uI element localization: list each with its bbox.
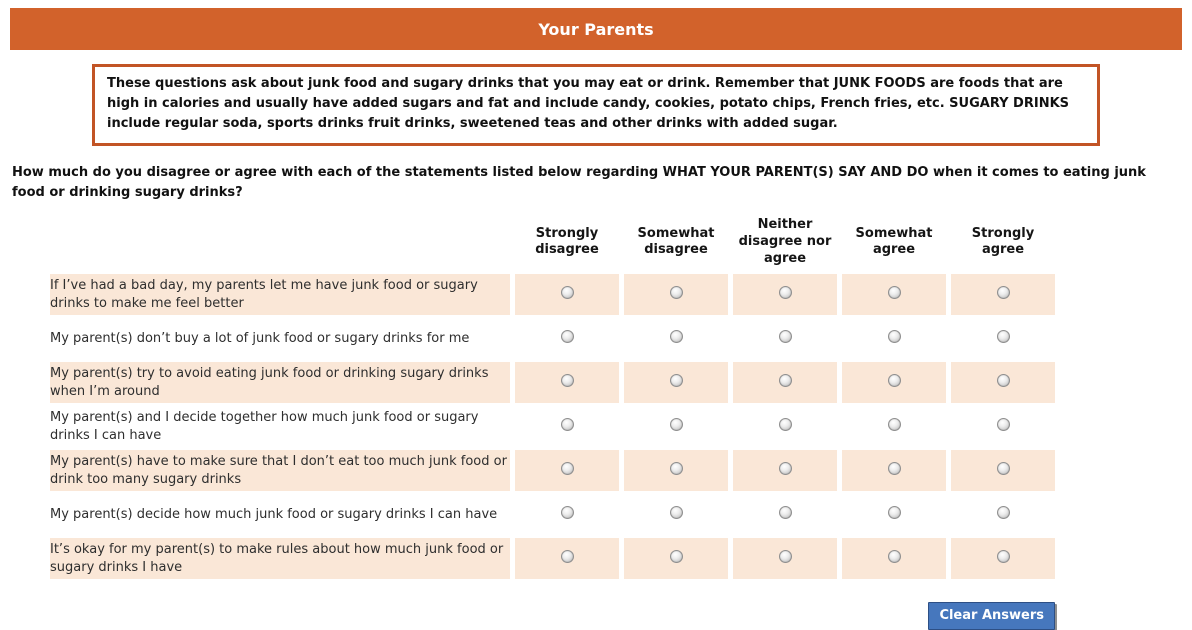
radio-row1-somewhat-disagree[interactable] <box>669 286 683 300</box>
radio-cell <box>733 406 837 447</box>
radio-cell <box>624 362 728 404</box>
radio-row7-strongly-agree[interactable] <box>996 550 1010 564</box>
radio-cell <box>951 274 1055 316</box>
radio-row5-somewhat-disagree[interactable] <box>669 462 683 476</box>
radio-row7-somewhat-disagree[interactable] <box>669 550 683 564</box>
radio-cell <box>842 538 946 580</box>
radio-cell <box>624 450 728 492</box>
radio-row6-neither-disagree-nor-agree[interactable] <box>778 506 792 520</box>
table-row: My parent(s) try to avoid eating junk fo… <box>50 362 1055 404</box>
radio-cell <box>515 318 619 359</box>
radio-row7-somewhat-agree[interactable] <box>887 550 901 564</box>
radio-cell <box>842 450 946 492</box>
radio-cell <box>733 538 837 580</box>
radio-row3-somewhat-agree[interactable] <box>887 374 901 388</box>
statement-column-header <box>50 213 510 271</box>
radio-cell <box>515 538 619 580</box>
table-row: My parent(s) have to make sure that I do… <box>50 450 1055 492</box>
column-header-neither-disagree-nor-agree: Neither disagree nor agree <box>738 217 832 266</box>
radio-row1-strongly-disagree[interactable] <box>560 286 574 300</box>
likert-table: Strongly disagree Somewhat disagree Neithe… <box>45 210 1060 582</box>
radio-row2-strongly-disagree[interactable] <box>560 330 574 344</box>
column-header-somewhat-disagree: Somewhat disagree <box>637 225 715 258</box>
clear-answers-button[interactable]: Clear Answers <box>928 602 1055 630</box>
radio-cell <box>733 318 837 359</box>
radio-row4-strongly-agree[interactable] <box>996 418 1010 432</box>
radio-row3-neither-disagree-nor-agree[interactable] <box>778 374 792 388</box>
radio-row2-somewhat-disagree[interactable] <box>669 330 683 344</box>
statement-text: My parent(s) have to make sure that I do… <box>50 450 510 492</box>
radio-row5-strongly-agree[interactable] <box>996 462 1010 476</box>
radio-cell <box>515 274 619 316</box>
statement-text: It’s okay for my parent(s) to make rules… <box>50 538 510 580</box>
radio-row4-somewhat-agree[interactable] <box>887 418 901 432</box>
radio-row5-somewhat-agree[interactable] <box>887 462 901 476</box>
radio-row6-somewhat-agree[interactable] <box>887 506 901 520</box>
radio-row6-somewhat-disagree[interactable] <box>669 506 683 520</box>
radio-row4-neither-disagree-nor-agree[interactable] <box>778 418 792 432</box>
radio-row6-strongly-agree[interactable] <box>996 506 1010 520</box>
radio-cell <box>951 450 1055 492</box>
likert-header-row: Strongly disagree Somewhat disagree Neithe… <box>50 213 1055 271</box>
radio-cell <box>624 274 728 316</box>
radio-cell <box>733 362 837 404</box>
instructions-box: These questions ask about junk food and … <box>92 64 1100 147</box>
radio-cell <box>515 406 619 447</box>
page-title: Your Parents <box>538 19 654 39</box>
radio-cell <box>624 406 728 447</box>
radio-cell <box>951 494 1055 535</box>
column-header-somewhat-agree: Somewhat agree <box>855 225 933 258</box>
radio-row7-strongly-disagree[interactable] <box>560 550 574 564</box>
statement-text: My parent(s) and I decide together how m… <box>50 409 479 443</box>
radio-cell <box>842 362 946 404</box>
radio-cell <box>515 494 619 535</box>
radio-row3-somewhat-disagree[interactable] <box>669 374 683 388</box>
radio-row5-strongly-disagree[interactable] <box>560 462 574 476</box>
radio-cell <box>515 450 619 492</box>
radio-cell <box>733 274 837 316</box>
column-header-strongly-disagree: Strongly disagree <box>535 225 599 258</box>
radio-cell <box>842 494 946 535</box>
radio-cell <box>624 538 728 580</box>
radio-cell <box>733 450 837 492</box>
radio-cell <box>624 318 728 359</box>
radio-row1-neither-disagree-nor-agree[interactable] <box>778 286 792 300</box>
question-prompt: How much do you disagree or agree with e… <box>12 165 1146 200</box>
statement-text: My parent(s) try to avoid eating junk fo… <box>50 362 510 404</box>
radio-row4-strongly-disagree[interactable] <box>560 418 574 432</box>
radio-cell <box>624 494 728 535</box>
table-row: My parent(s) decide how much junk food o… <box>50 494 1055 535</box>
radio-row3-strongly-agree[interactable] <box>996 374 1010 388</box>
radio-row6-strongly-disagree[interactable] <box>560 506 574 520</box>
radio-cell <box>515 362 619 404</box>
radio-row3-strongly-disagree[interactable] <box>560 374 574 388</box>
table-row: If I’ve had a bad day, my parents let me… <box>50 274 1055 316</box>
radio-cell <box>842 274 946 316</box>
radio-cell <box>951 406 1055 447</box>
radio-cell <box>951 362 1055 404</box>
radio-row2-neither-disagree-nor-agree[interactable] <box>778 330 792 344</box>
radio-cell <box>842 406 946 447</box>
radio-row2-strongly-agree[interactable] <box>996 330 1010 344</box>
page-header: Your Parents <box>10 8 1182 50</box>
radio-row1-somewhat-agree[interactable] <box>887 286 901 300</box>
table-row: My parent(s) don’t buy a lot of junk foo… <box>50 318 1055 359</box>
radio-cell <box>842 318 946 359</box>
radio-cell <box>951 538 1055 580</box>
radio-cell <box>951 318 1055 359</box>
footer-actions: Clear Answers <box>45 602 1055 630</box>
radio-row4-somewhat-disagree[interactable] <box>669 418 683 432</box>
instructions-text: These questions ask about junk food and … <box>107 76 1070 132</box>
column-header-strongly-agree: Strongly agree <box>971 225 1035 258</box>
radio-cell <box>733 494 837 535</box>
statement-text: If I’ve had a bad day, my parents let me… <box>50 274 510 316</box>
table-row: It’s okay for my parent(s) to make rules… <box>50 538 1055 580</box>
statement-text: My parent(s) decide how much junk food o… <box>50 506 498 522</box>
radio-row1-strongly-agree[interactable] <box>996 286 1010 300</box>
radio-row5-neither-disagree-nor-agree[interactable] <box>778 462 792 476</box>
statement-text: My parent(s) don’t buy a lot of junk foo… <box>50 330 470 346</box>
radio-row7-neither-disagree-nor-agree[interactable] <box>778 550 792 564</box>
table-row: My parent(s) and I decide together how m… <box>50 406 1055 447</box>
radio-row2-somewhat-agree[interactable] <box>887 330 901 344</box>
